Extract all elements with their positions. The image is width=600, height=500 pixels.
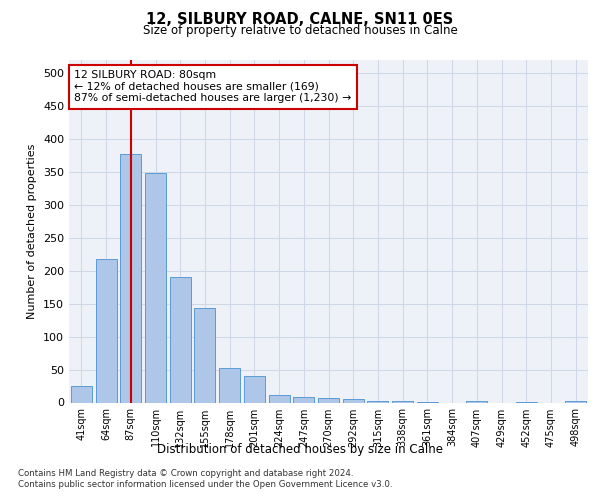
- Bar: [219, 368, 240, 402]
- Text: Contains HM Land Registry data © Crown copyright and database right 2024.: Contains HM Land Registry data © Crown c…: [18, 469, 353, 478]
- Y-axis label: Number of detached properties: Number of detached properties: [28, 144, 37, 319]
- Bar: [95, 259, 116, 402]
- Text: Contains public sector information licensed under the Open Government Licence v3: Contains public sector information licen…: [18, 480, 392, 489]
- Bar: [367, 400, 388, 402]
- Text: 12, SILBURY ROAD, CALNE, SN11 0ES: 12, SILBURY ROAD, CALNE, SN11 0ES: [146, 12, 454, 28]
- Bar: [71, 386, 92, 402]
- Bar: [194, 308, 215, 402]
- Bar: [293, 396, 314, 402]
- Bar: [244, 376, 265, 402]
- Bar: [170, 278, 191, 402]
- Bar: [120, 154, 141, 402]
- Text: 12 SILBURY ROAD: 80sqm
← 12% of detached houses are smaller (169)
87% of semi-de: 12 SILBURY ROAD: 80sqm ← 12% of detached…: [74, 70, 352, 104]
- Bar: [466, 400, 487, 402]
- Text: Distribution of detached houses by size in Calne: Distribution of detached houses by size …: [157, 442, 443, 456]
- Bar: [565, 400, 586, 402]
- Bar: [392, 401, 413, 402]
- Bar: [145, 174, 166, 402]
- Bar: [318, 398, 339, 402]
- Bar: [343, 399, 364, 402]
- Bar: [269, 394, 290, 402]
- Text: Size of property relative to detached houses in Calne: Size of property relative to detached ho…: [143, 24, 457, 37]
